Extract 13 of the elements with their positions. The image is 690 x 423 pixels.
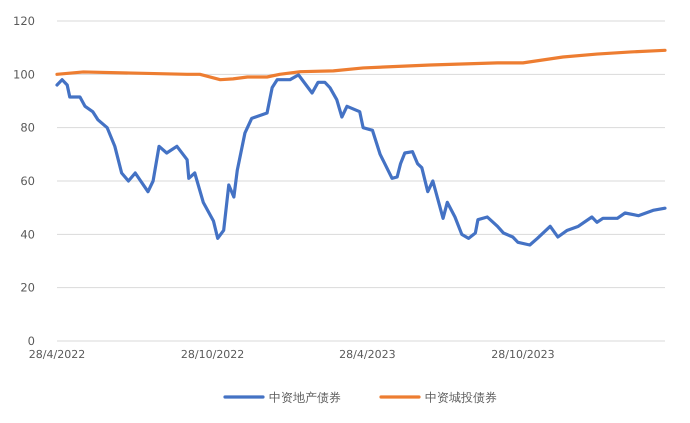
x-tick-label: 28/10/2023 <box>491 348 555 361</box>
y-tick-label: 20 <box>20 280 35 295</box>
legend-label: 中资城投债券 <box>425 390 497 404</box>
y-tick-label: 120 <box>13 14 35 28</box>
y-tick-label: 60 <box>20 174 35 188</box>
y-tick-label: 40 <box>20 227 35 242</box>
x-tick-label: 28/10/2022 <box>180 348 244 361</box>
y-tick-label: 80 <box>20 120 35 135</box>
x-tick-label: 28/4/2022 <box>28 348 86 361</box>
y-tick-label: 0 <box>28 334 35 348</box>
x-tick-label: 28/4/2023 <box>339 348 396 361</box>
legend-label: 中资地产债券 <box>269 390 341 404</box>
y-tick-label: 100 <box>13 67 35 82</box>
